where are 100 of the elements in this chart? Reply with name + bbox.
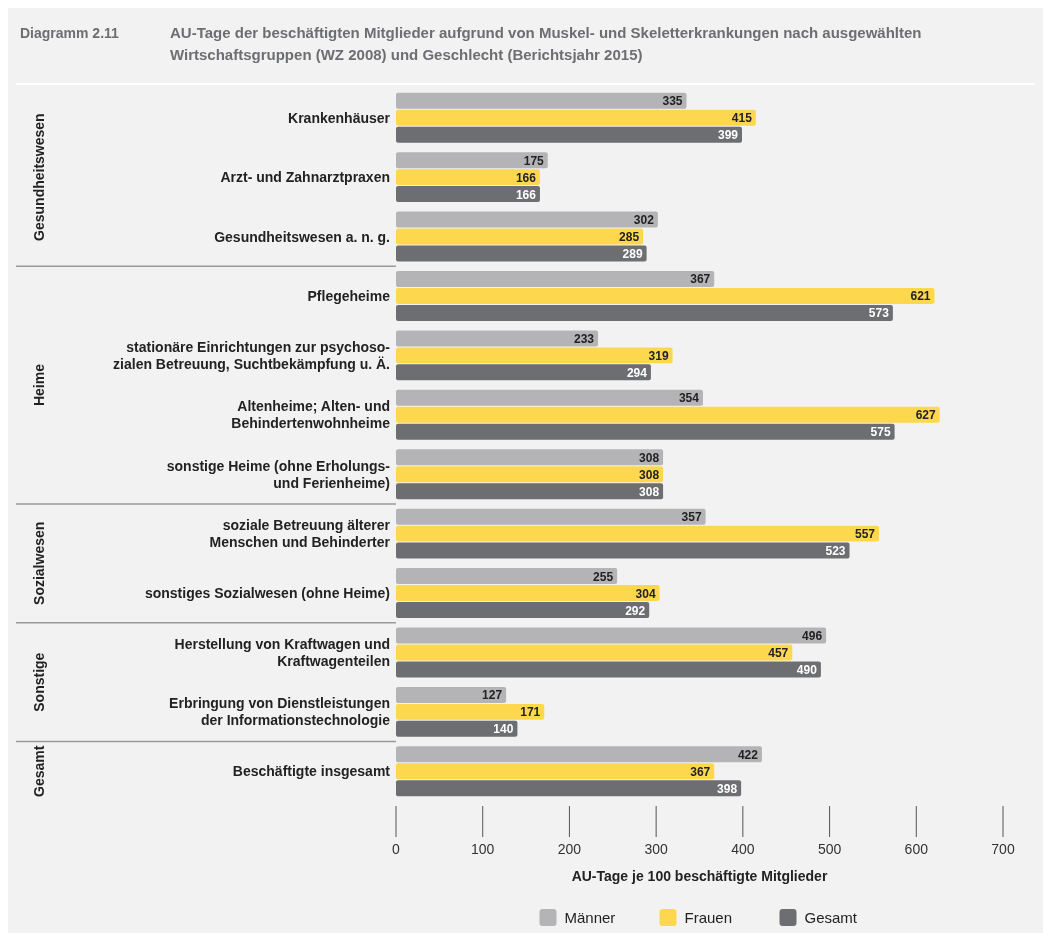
- y-tick-label: Arzt- und Zahnarztpraxen: [220, 169, 390, 186]
- y-tick-label: Erbringung von Dienstleistungen der Informationstechnologie: [169, 695, 391, 729]
- legend-label: Männer: [564, 909, 616, 926]
- data-label: 575: [870, 425, 891, 440]
- bar: [396, 483, 664, 500]
- y-tick-label: sonstige Heime (ohne Erholungs- und Ferienheime): [166, 457, 391, 491]
- x-axis-title: AU-Tage je 100 beschäftigte Mitglieder: [571, 868, 828, 884]
- y-tick-label: Altenheime; Alten- und Behindertenwohnheime: [231, 398, 391, 432]
- data-label: 289: [622, 247, 643, 262]
- data-label: 319: [648, 348, 669, 363]
- bar: [396, 627, 827, 644]
- bar: [396, 152, 548, 169]
- data-label: 523: [825, 544, 846, 559]
- bar: [396, 644, 793, 661]
- data-label: 302: [633, 213, 655, 228]
- x-tick-label: 600: [904, 841, 929, 857]
- x-tick-label: 300: [644, 841, 669, 857]
- bar: [396, 364, 651, 381]
- bar: [396, 169, 540, 186]
- y-tick-label: sonstiges Sozialwesen (ohne Heime): [144, 585, 390, 602]
- bar: [396, 780, 742, 797]
- bar: [396, 423, 895, 440]
- data-label: 573: [868, 306, 890, 321]
- data-label: 171: [520, 705, 541, 720]
- data-label: 294: [626, 365, 648, 380]
- bar: [396, 287, 935, 304]
- bar: [396, 661, 821, 678]
- bar: [396, 271, 715, 287]
- text: Diagramm 2.11: [20, 25, 120, 41]
- data-label: 457: [768, 645, 789, 660]
- data-label: 127: [482, 688, 503, 703]
- data-label: 308: [639, 450, 660, 465]
- bar: [396, 406, 940, 423]
- chart-title: AU-Tage der beschäftigten Mitglieder aufgrund von Muskel- und Skeletterkrankungen nach ausgewählten Wirtschaftsgruppen (WZ 2008) und Geschlecht (Berichtsjahr 2015): [170, 23, 923, 65]
- bar: [396, 245, 647, 262]
- bar: [396, 304, 893, 321]
- data-label: 233: [574, 331, 595, 346]
- y-tick-label: Beschäftigte insgesamt: [232, 763, 391, 780]
- bar: [396, 686, 507, 703]
- bar: [396, 228, 644, 245]
- data-label: 496: [802, 628, 823, 643]
- y-tick-label: stationäre Einrichtungen zur psychoso- zialen Betreuung, Suchtbekämpfung u. Ä.: [113, 338, 391, 372]
- x-tick-label: 500: [817, 841, 842, 857]
- data-label: 255: [593, 569, 614, 584]
- bar: [396, 92, 687, 109]
- x-tick-label: 200: [557, 841, 582, 857]
- bar: [396, 508, 706, 525]
- data-label: 175: [523, 153, 545, 168]
- data-label: 292: [625, 603, 646, 618]
- data-label: 140: [493, 722, 514, 737]
- bar: [396, 720, 518, 737]
- bar: [396, 389, 703, 406]
- bar: [396, 126, 742, 143]
- bar: [396, 109, 756, 126]
- bar: [396, 703, 545, 720]
- x-tick-label: 700: [991, 841, 1015, 857]
- legend-label: Gesamt: [804, 909, 858, 926]
- bar: [396, 746, 762, 763]
- data-label: 354: [678, 391, 700, 406]
- bar: [396, 542, 850, 559]
- data-label: 357: [681, 510, 702, 525]
- text: Sozialwesen: [31, 521, 47, 605]
- text: Gesamt: [31, 745, 47, 797]
- data-label: 557: [854, 527, 876, 542]
- data-label: 335: [662, 94, 683, 109]
- y-tick-label: Gesundheitswesen a. n. g.: [214, 228, 390, 245]
- data-label: 308: [639, 484, 660, 499]
- data-label: 627: [915, 408, 937, 423]
- y-tick-label: soziale Betreuung älterer Menschen und Behinderter: [209, 517, 391, 551]
- bar: [396, 211, 658, 228]
- x-tick-label: 0: [392, 841, 401, 857]
- x-tick-label: 400: [731, 841, 755, 857]
- bar: [396, 186, 540, 203]
- y-tick-label: Pflegeheime: [307, 287, 391, 304]
- data-label: 166: [515, 170, 537, 185]
- bar: [396, 602, 650, 618]
- legend-label: Frauen: [684, 909, 733, 926]
- text: Heime: [31, 363, 47, 407]
- data-label: 285: [619, 230, 640, 245]
- data-label: 367: [690, 764, 711, 779]
- data-label: 422: [737, 747, 759, 762]
- data-label: 367: [690, 272, 711, 287]
- bar: [396, 449, 664, 466]
- data-label: 308: [639, 467, 660, 482]
- bar: [396, 763, 715, 780]
- x-tick-label: 100: [471, 841, 495, 857]
- data-label: 166: [515, 187, 537, 202]
- bar: [396, 330, 599, 347]
- bar: [396, 466, 664, 483]
- data-label: 398: [717, 781, 738, 796]
- bar: [396, 525, 879, 542]
- text: Sonstige: [31, 652, 47, 712]
- data-label: 490: [796, 662, 818, 677]
- data-label: 621: [910, 289, 931, 304]
- bar: [396, 347, 673, 364]
- data-label: 399: [717, 128, 739, 143]
- y-tick-label: Herstellung von Kraftwagen und Kraftwagenteilen: [174, 635, 390, 669]
- data-label: 415: [731, 111, 753, 126]
- y-tick-label: Krankenhäuser: [288, 109, 391, 126]
- text: Gesundheitswesen: [31, 113, 47, 241]
